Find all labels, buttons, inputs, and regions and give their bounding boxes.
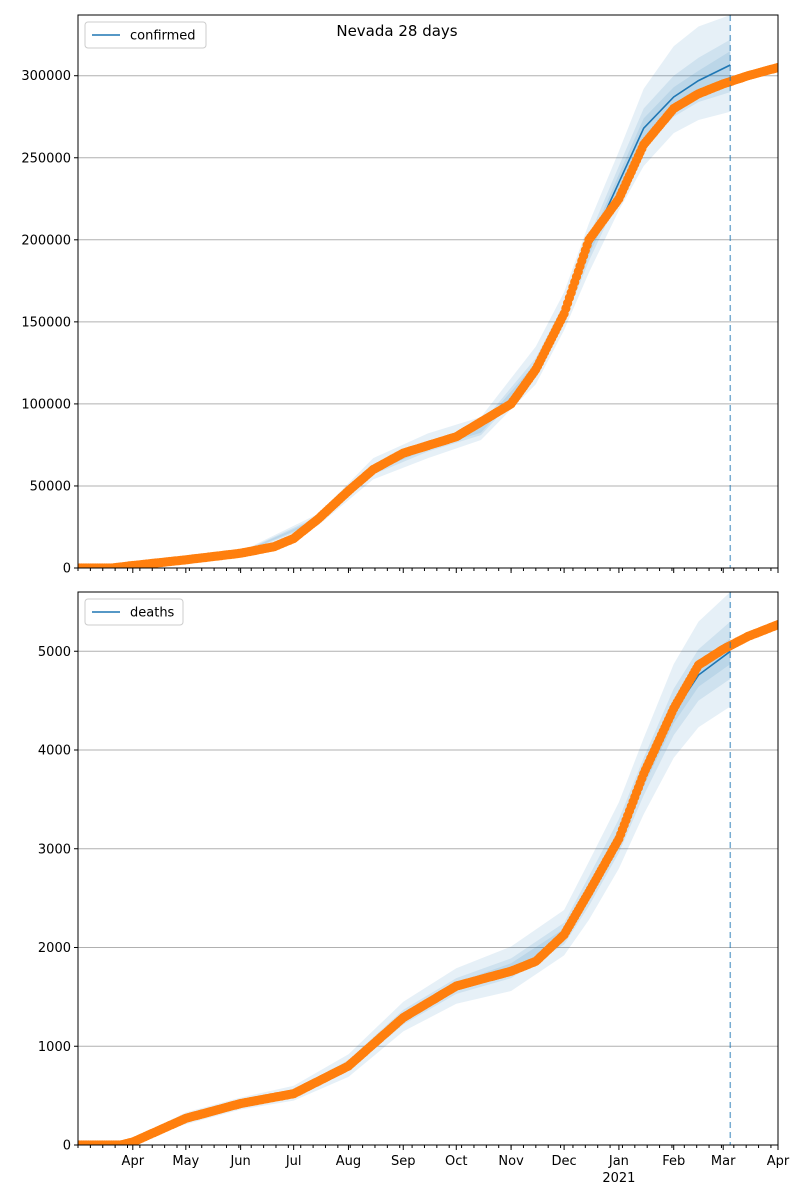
observed-point — [773, 620, 778, 630]
y-tick-label: 1000 — [38, 1040, 71, 1055]
legend-box — [84, 598, 184, 626]
confirmed-panel: 0 50000 100000 150000 200000 250000 300000 conf… — [21, 14, 779, 577]
y-tick-label: 50000 — [30, 479, 71, 494]
deaths-panel: 0 1000 2000 3000 4000 5000 Apr May Jun Jul Aug Sep O… — [38, 591, 790, 1186]
figure-title: Nevada 28 days — [336, 22, 457, 40]
plot-area — [78, 592, 778, 1145]
x-tick-label: Apr — [767, 1154, 790, 1169]
x-tick-label: Mar — [711, 1154, 736, 1169]
plot-area — [78, 15, 778, 568]
legend-label: confirmed — [130, 29, 196, 44]
x-tick-label: Apr — [122, 1154, 145, 1169]
uncertainty-band — [78, 621, 731, 1145]
x-tick-label: May — [172, 1154, 199, 1169]
x-tick-label: Jan — [608, 1154, 629, 1169]
plot-frame — [77, 14, 779, 569]
y-tick-label: 3000 — [38, 842, 71, 857]
y-tick-label: 100000 — [21, 397, 71, 412]
x-tick-label: Jul — [285, 1154, 302, 1169]
y-tick-label: 300000 — [21, 69, 71, 84]
legend-label: deaths — [130, 606, 175, 621]
uncertainty-band — [78, 51, 731, 568]
x-tick-label: Oct — [445, 1154, 467, 1169]
y-tick-label: 150000 — [21, 315, 71, 330]
y-tick-label: 0 — [63, 562, 71, 577]
y-tick-label: 5000 — [38, 645, 71, 660]
x-tick-label: Aug — [336, 1154, 361, 1169]
y-tick-label: 0 — [63, 1139, 71, 1154]
legend-box — [84, 21, 207, 49]
y-tick-label: 2000 — [38, 941, 71, 956]
x-tick-label: Sep — [391, 1154, 416, 1169]
observed-point — [773, 62, 778, 73]
y-tick-label: 250000 — [21, 151, 71, 166]
x-tick-label: Feb — [662, 1154, 685, 1169]
uncertainty-band — [78, 39, 731, 568]
x-tick-label: Nov — [498, 1154, 524, 1169]
x-year-label: 2021 — [602, 1171, 635, 1186]
x-tick-label: Dec — [552, 1154, 577, 1169]
y-tick-label: 200000 — [21, 233, 71, 248]
y-tick-label: 4000 — [38, 744, 71, 759]
plot-frame — [77, 591, 779, 1146]
x-tick-label: Jun — [229, 1154, 250, 1169]
